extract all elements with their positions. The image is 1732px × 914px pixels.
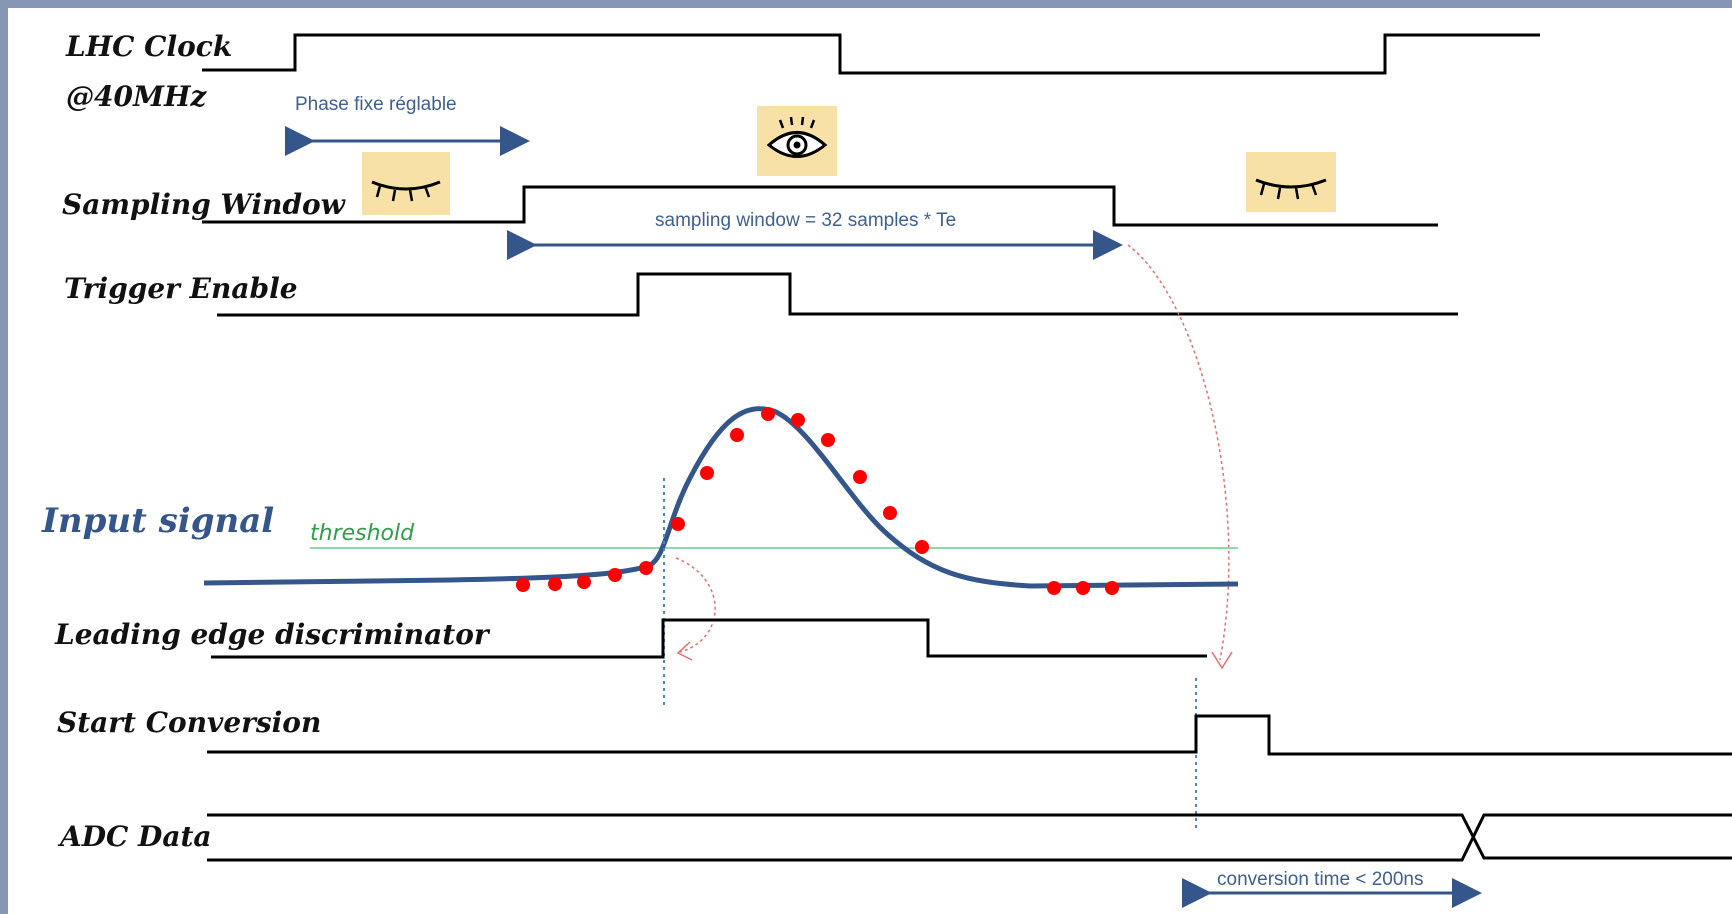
feedback-arrowhead (1211, 651, 1233, 670)
sample-point (791, 413, 805, 427)
sample-point (577, 575, 591, 589)
sample-point (1076, 581, 1090, 595)
input-signal-curve (203, 406, 1239, 589)
leading-edge-waveform (211, 618, 1207, 659)
sampling-window-length-label: sampling window = 32 samples * Te (655, 210, 956, 231)
lhc-clock-waveform (202, 33, 1540, 75)
adc-data-label: ADC Data (57, 820, 212, 853)
sampling-window-waveform (202, 185, 1438, 227)
sample-points (516, 407, 1119, 595)
discriminator-arrow (675, 557, 716, 653)
clock-frequency-label: @40MHz (66, 80, 207, 113)
adc-data-upper-line (207, 813, 1732, 860)
eye-open-icon (757, 106, 837, 176)
sample-point (516, 578, 530, 592)
sample-point (730, 428, 744, 442)
sample-point (639, 561, 653, 575)
lhc-clock-label: LHC Clock (65, 30, 232, 63)
sample-point (883, 506, 897, 520)
eye-closed-icon (1246, 152, 1336, 212)
adc-data-lower-line (207, 813, 1732, 862)
feedback-arrow (1127, 244, 1230, 661)
start-conversion-waveform (207, 714, 1732, 756)
threshold-label: threshold (310, 521, 415, 546)
discriminator-arrowhead (676, 641, 693, 661)
sample-point (671, 517, 685, 531)
conversion-time-label: conversion time < 200ns (1217, 869, 1423, 890)
eye-closed-icon (362, 152, 450, 215)
sample-point (915, 540, 929, 554)
phase-label: Phase fixe réglable (295, 94, 457, 115)
start-conversion-label: Start Conversion (57, 706, 321, 739)
sample-point (548, 577, 562, 591)
sample-point (1047, 581, 1061, 595)
sample-point (1105, 581, 1119, 595)
sample-point (761, 407, 775, 421)
sample-point (853, 470, 867, 484)
sample-point (608, 568, 622, 582)
trigger-enable-label: Trigger Enable (64, 272, 298, 305)
input-signal-label: Input signal (41, 501, 274, 541)
trigger-enable-waveform (217, 272, 1458, 317)
sample-point (821, 433, 835, 447)
sample-point (700, 466, 714, 480)
sampling-window-label: Sampling Window (62, 188, 346, 221)
leading-edge-label: Leading edge discriminator (54, 618, 491, 651)
